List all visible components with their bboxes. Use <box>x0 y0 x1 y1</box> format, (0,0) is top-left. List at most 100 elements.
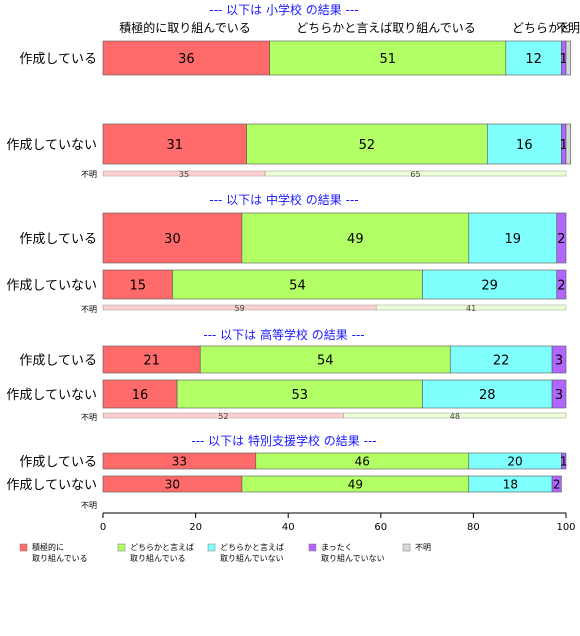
row-label: 作成している <box>19 455 97 470</box>
data-label: 2 <box>557 232 565 247</box>
data-label: 1 <box>560 138 568 153</box>
unknown-row-label: 不明 <box>81 305 97 314</box>
bar-segment <box>199 345 451 374</box>
panel-title: --- 以下は 小学校 の結果 --- <box>209 2 358 17</box>
data-label: 54 <box>317 353 334 368</box>
x-tick-label: 40 <box>282 522 295 533</box>
data-label: 15 <box>129 278 146 293</box>
unknown-data-label: 35 <box>179 170 189 179</box>
legend-label: 取り組んでいる <box>32 553 88 563</box>
bar-segment <box>172 269 423 300</box>
x-tick-label: 60 <box>374 522 387 533</box>
column-header: どちらかと <box>512 21 572 35</box>
legend-label: まったく <box>321 543 353 552</box>
unknown-segment <box>343 412 567 419</box>
x-tick-label: 0 <box>100 522 106 533</box>
row-label: 作成している <box>19 354 97 369</box>
legend-label: 積極的に <box>32 542 64 552</box>
unknown-data-label: 59 <box>234 304 244 313</box>
row-label: 作成していない <box>6 279 97 294</box>
bar-segment <box>269 40 507 76</box>
bar-segment <box>551 379 567 409</box>
column-header: どちらかと言えば取り組んでいる <box>296 21 475 35</box>
data-label: 33 <box>172 455 187 469</box>
unknown-segment <box>375 304 567 311</box>
data-label: 52 <box>359 138 376 153</box>
column-header: 積極的に取り組んでいる <box>119 20 250 35</box>
panel-title: --- 以下は 高等学校 の結果 --- <box>203 327 364 342</box>
row-label: 作成していない <box>6 138 97 153</box>
legend-swatch <box>117 543 126 552</box>
data-label: 30 <box>165 478 180 492</box>
bar-segment <box>565 123 571 165</box>
legend-swatch <box>207 543 216 552</box>
data-label: 22 <box>493 353 510 368</box>
data-label: 16 <box>516 138 533 153</box>
legend-label: 取り組んでいる <box>130 553 186 563</box>
data-label: 19 <box>504 232 521 247</box>
data-label: 21 <box>143 353 160 368</box>
unknown-data-label: 65 <box>410 170 420 179</box>
data-label: 1 <box>560 52 568 67</box>
row-label: 作成している <box>19 52 97 67</box>
data-label: 53 <box>292 388 309 403</box>
x-tick-label: 80 <box>467 522 480 533</box>
data-label: 28 <box>479 388 496 403</box>
data-label: 2 <box>553 478 561 492</box>
bar-segment <box>449 345 553 374</box>
data-label: 51 <box>379 52 396 67</box>
bar-segment <box>556 212 567 264</box>
data-label: 31 <box>166 138 183 153</box>
bar-segment <box>102 123 247 165</box>
data-label: 18 <box>503 478 518 492</box>
bar-segment <box>102 269 173 300</box>
bar-segment <box>422 269 558 300</box>
data-label: 12 <box>525 52 542 67</box>
unknown-row-label: 不明 <box>81 501 97 510</box>
legend-swatch <box>19 543 28 552</box>
panel-title: --- 以下は 中学校 の結果 --- <box>209 192 358 207</box>
data-label: 3 <box>555 353 563 368</box>
bar-segment <box>102 212 243 264</box>
bar-segment <box>241 212 470 264</box>
data-label: 1 <box>560 455 568 469</box>
panel-title: --- 以下は 特別支援学校 の結果 --- <box>191 433 376 448</box>
column-header: 不明 <box>556 21 580 35</box>
data-label: 49 <box>347 232 364 247</box>
unknown-data-label: 52 <box>218 412 228 421</box>
data-label: 46 <box>355 455 370 469</box>
data-label: 2 <box>557 278 565 293</box>
x-tick-label: 100 <box>556 522 575 533</box>
row-label: 作成していない <box>6 478 97 493</box>
legend-label: どちらかと言えば <box>220 542 284 552</box>
unknown-row-label: 不明 <box>81 170 97 179</box>
bar-segment <box>551 345 567 374</box>
row-label: 作成していない <box>6 388 97 403</box>
bar-segment <box>468 212 558 264</box>
legend-swatch <box>402 543 411 552</box>
bar-segment <box>561 452 567 470</box>
bar-segment <box>565 40 571 76</box>
unknown-row-label: 不明 <box>81 413 97 422</box>
legend-label: どちらかと言えば <box>130 542 194 552</box>
bar-segment <box>422 379 553 409</box>
data-label: 49 <box>348 478 363 492</box>
unknown-data-label: 41 <box>466 304 476 313</box>
x-tick-label: 20 <box>189 522 202 533</box>
legend-label: 取り組んでいない <box>321 553 385 563</box>
bar-segment <box>102 345 201 374</box>
data-label: 36 <box>178 52 195 67</box>
row-label: 作成している <box>19 232 97 247</box>
data-label: 16 <box>132 388 149 403</box>
data-label: 54 <box>289 278 306 293</box>
data-label: 30 <box>164 232 181 247</box>
legend-label: 取り組んでいない <box>220 553 284 563</box>
data-label: 20 <box>507 455 522 469</box>
legend-swatch <box>308 543 317 552</box>
unknown-data-label: 48 <box>450 412 460 421</box>
data-label: 3 <box>555 388 563 403</box>
bar-segment <box>176 379 423 409</box>
data-label: 29 <box>481 278 498 293</box>
bar-segment <box>556 269 567 300</box>
